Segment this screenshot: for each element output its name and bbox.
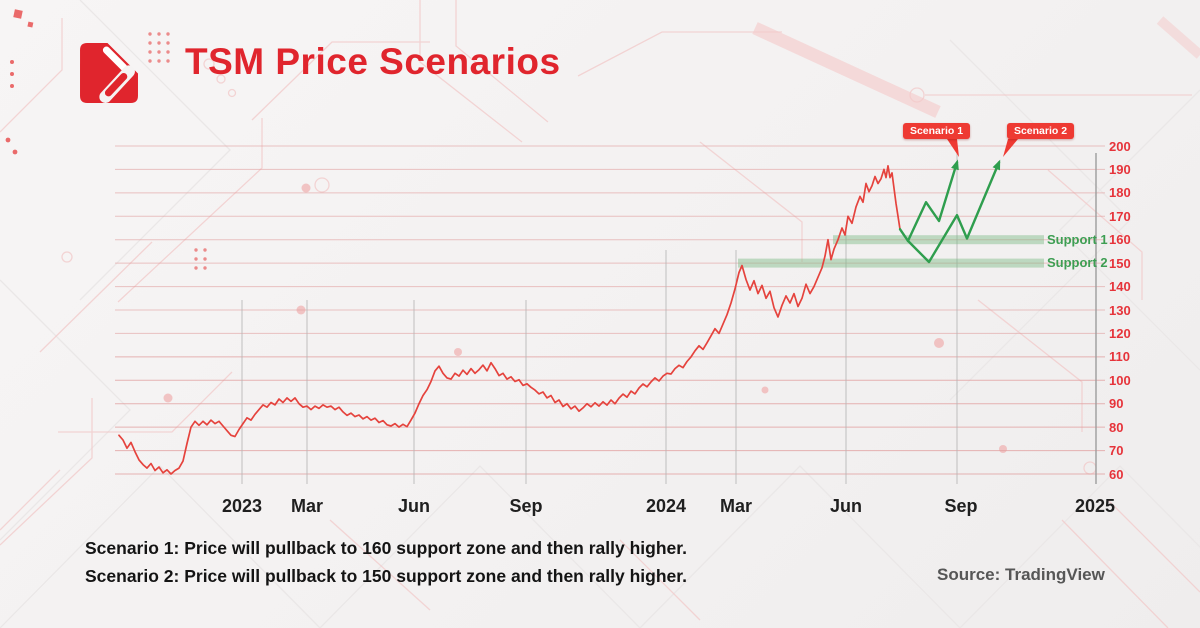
- x-axis-label: 2025: [1074, 496, 1116, 516]
- x-axis-label: 2023: [221, 496, 263, 516]
- page-title: TSM Price Scenarios: [185, 41, 561, 82]
- y-axis-label: 150: [1109, 255, 1131, 271]
- x-axis-label: Mar: [719, 496, 753, 516]
- x-axis-label: Sep: [944, 496, 978, 516]
- y-axis-label: 180: [1109, 185, 1131, 201]
- scenario-2-badge: Scenario 2: [1007, 123, 1074, 139]
- y-axis-label: 160: [1109, 232, 1131, 248]
- support-zone-label: Support 2: [1047, 255, 1108, 271]
- x-axis-label: Jun: [829, 496, 863, 516]
- x-axis-label: Mar: [290, 496, 324, 516]
- y-axis-label: 70: [1109, 443, 1124, 459]
- brand-logo-pen-icon: [80, 43, 138, 103]
- y-axis-label: 110: [1109, 349, 1130, 365]
- scenario-1-note: Scenario 1: Price will pullback to 160 s…: [85, 538, 687, 558]
- support-zone-label: Support 1: [1047, 231, 1108, 247]
- y-axis-label: 120: [1109, 325, 1131, 341]
- y-axis-label: 100: [1109, 372, 1131, 388]
- x-axis-label: 2024: [645, 496, 687, 516]
- scenario-2-note: Scenario 2: Price will pullback to 150 s…: [85, 566, 687, 586]
- scenario-1-badge: Scenario 1: [903, 123, 970, 139]
- source-attribution: Source: TradingView: [937, 565, 1105, 584]
- y-axis-label: 200: [1109, 138, 1131, 154]
- y-axis-label: 60: [1109, 466, 1124, 482]
- x-axis-label: Sep: [509, 496, 543, 516]
- y-axis-label: 170: [1109, 208, 1131, 224]
- y-axis-label: 90: [1109, 396, 1124, 412]
- y-axis-label: 190: [1109, 161, 1131, 177]
- y-axis-label: 130: [1109, 302, 1131, 318]
- y-axis-label: 80: [1109, 419, 1124, 435]
- x-axis-label: Jun: [397, 496, 431, 516]
- y-axis-label: 140: [1109, 279, 1131, 295]
